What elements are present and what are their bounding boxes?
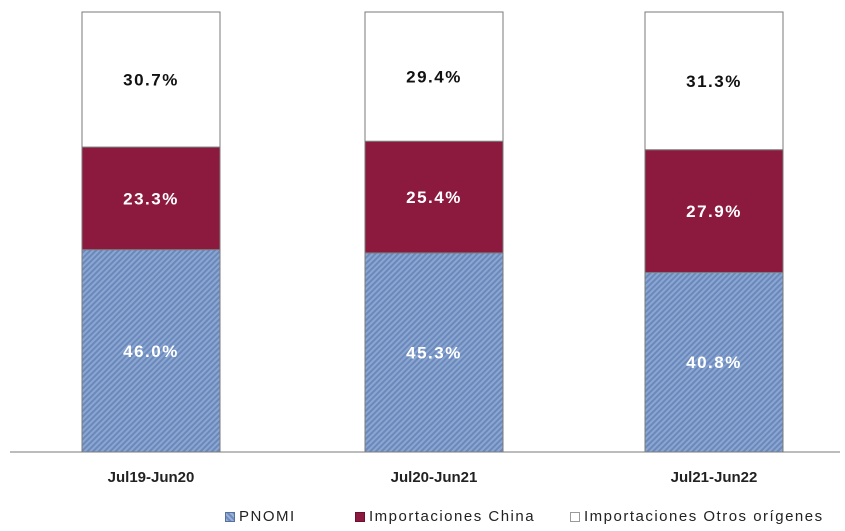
legend-label-otros: Importaciones Otros orígenes: [584, 508, 824, 525]
bar-china-1: [81, 146, 221, 251]
bar-china-3: [644, 149, 784, 273]
data-label-pnomi-3: 40.8%: [686, 353, 742, 372]
data-label-china-2: 25.4%: [406, 188, 462, 207]
legend-label-china: Importaciones China: [369, 508, 536, 525]
bar-otros-1: [81, 11, 221, 148]
china-swatch-icon: [355, 511, 365, 522]
data-label-otros-2: 29.4%: [406, 68, 462, 87]
legend-item-pnomi: PNOMI: [225, 508, 296, 525]
legend: PNOMI Importaciones China Importaciones …: [0, 508, 845, 530]
data-label-otros-1: 30.7%: [123, 71, 179, 90]
legend-item-china: Importaciones China: [355, 508, 535, 525]
data-label-china-1: 23.3%: [123, 189, 179, 208]
data-label-china-3: 27.9%: [686, 202, 742, 221]
data-label-otros-3: 31.3%: [686, 72, 742, 91]
bar-pnomi-1: [81, 249, 221, 453]
bar-pnomi-2: [364, 252, 504, 453]
pnomi-swatch-icon: [225, 511, 235, 522]
bar-china-2: [364, 140, 504, 254]
category-label-1: Jul19-Jun20: [108, 469, 195, 486]
bar-otros-2: [364, 11, 504, 142]
bar-otros-3: [644, 11, 784, 151]
bar-pnomi-3: [644, 271, 784, 453]
data-label-pnomi-1: 46.0%: [123, 342, 179, 361]
category-label-3: Jul21-Jun22: [671, 469, 758, 486]
data-label-pnomi-2: 45.3%: [406, 343, 462, 362]
stacked-bar-chart: 46.0% 23.3% 30.7% 45.3% 25.4% 29.4% 40.8% 27.9%…: [10, 11, 840, 486]
legend-item-otros: Importaciones Otros orígenes: [570, 508, 824, 525]
category-label-2: Jul20-Jun21: [391, 469, 478, 486]
legend-label-pnomi: PNOMI: [239, 508, 296, 525]
otros-swatch-icon: [570, 511, 580, 522]
